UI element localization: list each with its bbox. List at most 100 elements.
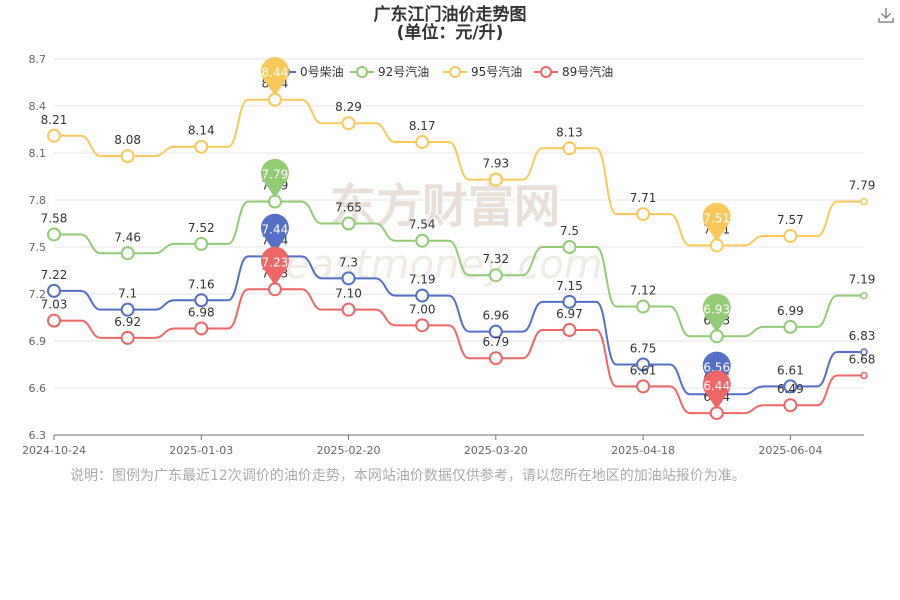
data-point	[783, 398, 798, 413]
data-point	[488, 324, 503, 339]
y-tick-label: 8.7	[29, 53, 47, 66]
disclaimer-note: 说明：图例为广东最近12次调价的油价走势，本网站油价数据仅供参考，请以您所在地区…	[70, 468, 746, 484]
pin-marker	[260, 246, 289, 286]
pin-label: 7.79	[262, 168, 289, 182]
pin-marker	[260, 213, 289, 253]
data-point	[415, 288, 430, 303]
pin-marker	[702, 370, 731, 410]
data-point	[194, 321, 209, 336]
data-point	[194, 139, 209, 154]
data-label: 7.16	[188, 277, 215, 291]
data-label: 7.00	[409, 302, 436, 316]
data-label: 8.13	[556, 125, 583, 139]
data-point	[488, 172, 503, 187]
data-point	[341, 302, 356, 317]
data-label: 7.54	[409, 218, 436, 232]
y-tick-label: 6.3	[29, 429, 47, 442]
data-label: 7.65	[335, 201, 362, 215]
data-label: 8.08	[114, 133, 141, 147]
data-point	[488, 351, 503, 366]
data-point	[194, 293, 209, 308]
data-label: 7.79	[849, 179, 876, 193]
data-point	[783, 319, 798, 334]
watermark: 东方财富网 eastmoney.com	[285, 179, 603, 288]
data-label: 6.83	[849, 329, 876, 343]
pin-label: 6.56	[703, 360, 730, 374]
data-point	[120, 302, 135, 317]
data-point	[860, 348, 868, 356]
data-point	[47, 283, 61, 298]
data-point	[415, 318, 430, 333]
data-label: 6.61	[630, 363, 657, 377]
x-tick-label: 2025-04-18	[611, 444, 675, 457]
pin-marker	[260, 158, 289, 198]
data-label: 7.5	[560, 224, 579, 238]
data-point	[47, 128, 61, 143]
data-label: 7.58	[41, 211, 68, 225]
legend-marker	[449, 66, 461, 78]
data-label: 6.49	[777, 382, 804, 396]
legend-marker	[540, 66, 552, 78]
pin-label: 7.51	[703, 211, 730, 225]
data-point	[636, 207, 651, 222]
data-point	[47, 227, 61, 242]
markers: 7.44 6.56 7.79 6.93 8.44 7.51 7.23 6.44	[260, 57, 731, 410]
data-label: 7.93	[482, 157, 509, 171]
axes: 6.3 6.6 6.9 7.2 7.5 7.8 8.1 8.4 8.7 2024-10-24 202…	[22, 53, 864, 457]
chart-subtitle: (单位：元/升)	[397, 22, 504, 43]
legend-label: 95号汽油	[471, 64, 522, 79]
data-point	[415, 135, 430, 150]
data-point	[783, 229, 798, 244]
x-tick-label: 2025-03-20	[464, 444, 528, 457]
data-label: 7.32	[482, 252, 509, 266]
data-label: 6.75	[630, 342, 657, 356]
chart-title: 广东江门油价走势图	[374, 4, 527, 25]
y-tick-label: 8.1	[29, 147, 47, 160]
data-label: 7.10	[335, 287, 362, 301]
data-point	[636, 357, 651, 372]
data-point	[415, 233, 430, 248]
grid	[54, 58, 864, 389]
data-label: 7.71	[630, 191, 657, 205]
data-label: 7.3	[339, 255, 358, 269]
data-point	[120, 149, 135, 164]
data-label: 6.99	[777, 304, 804, 318]
series-line	[54, 288, 864, 415]
y-tick-label: 8.4	[29, 100, 47, 113]
data-point	[783, 379, 798, 394]
y-tick-label: 6.6	[29, 382, 47, 395]
pin-marker	[702, 202, 731, 242]
data-label: 6.61	[777, 363, 804, 377]
legend-label: 0号柴油	[300, 65, 344, 79]
data-label: 7.52	[188, 221, 215, 235]
y-tick-label: 7.2	[29, 288, 47, 301]
data-point	[636, 299, 651, 314]
data-label: 7.46	[114, 230, 141, 244]
data-point	[860, 291, 868, 300]
data-label: 7.57	[777, 213, 804, 227]
data-label: 7.03	[41, 298, 68, 312]
series-line	[54, 200, 864, 338]
pin-marker	[702, 293, 731, 333]
y-tick-label: 7.8	[29, 194, 47, 207]
pin-label: 6.93	[703, 302, 730, 316]
legend-label: 92号汽油	[378, 64, 429, 79]
x-tick-label: 2025-02-20	[317, 444, 381, 457]
x-tick-label: 2024-10-24	[22, 444, 86, 457]
data-label: 7.1	[118, 287, 137, 301]
data-label: 6.96	[482, 309, 509, 323]
watermark-text: 东方财富网	[330, 179, 560, 233]
data-label: 6.92	[114, 315, 141, 329]
data-point	[562, 141, 577, 156]
data-point	[562, 323, 577, 338]
data-point	[488, 268, 503, 283]
data-point	[341, 271, 356, 286]
data-point	[341, 216, 356, 231]
download-icon[interactable]	[876, 5, 896, 25]
data-point	[47, 313, 61, 328]
data-point	[562, 240, 577, 254]
data-label: 8.17	[409, 119, 436, 133]
pin-label: 6.44	[703, 379, 730, 393]
data-label: 6.97	[556, 307, 583, 321]
data-point	[562, 294, 577, 309]
